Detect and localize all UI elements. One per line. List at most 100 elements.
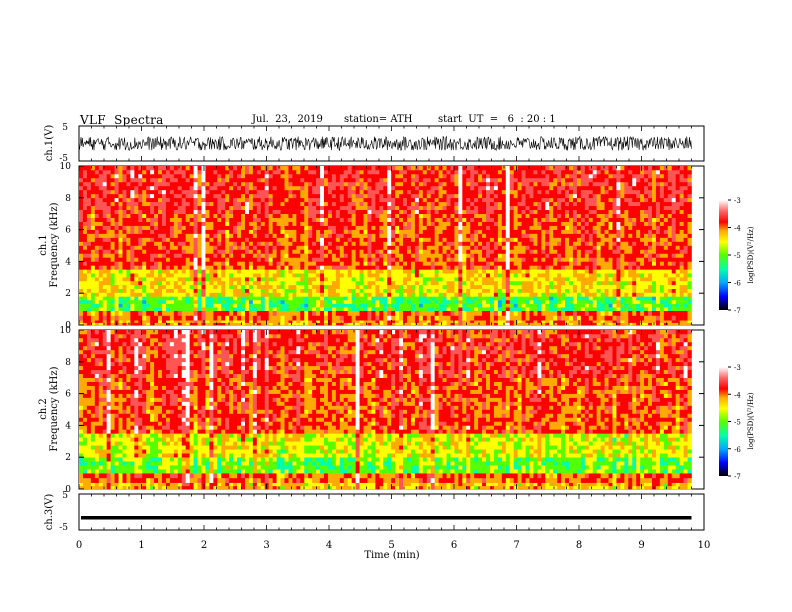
spectrogram-cell	[213, 233, 218, 238]
spectrogram-cell	[474, 310, 479, 316]
spectrogram-cell	[525, 205, 530, 211]
spectrogram-cell	[134, 288, 139, 293]
spectrogram-cell	[493, 253, 499, 258]
spectrogram-cell	[106, 217, 111, 222]
spectrogram-cell	[549, 253, 554, 258]
spectrogram-cell	[300, 221, 305, 226]
spectrogram-cell	[331, 310, 337, 316]
spectrogram-cell	[106, 277, 111, 282]
spectrogram-cell	[300, 288, 305, 293]
spectrogram-cell	[513, 261, 518, 266]
spectrogram-cell	[142, 197, 147, 203]
spectrogram-cell	[193, 273, 198, 278]
spectrogram-cell	[256, 253, 262, 258]
spectrogram-cell	[592, 284, 597, 289]
spectrogram-cell	[161, 284, 167, 289]
spectrogram-cell	[225, 257, 230, 262]
spectrogram-cell	[130, 229, 135, 234]
spectrogram-cell	[367, 213, 372, 218]
spectrogram-cell	[189, 277, 194, 282]
spectrogram-cell	[312, 237, 317, 242]
spectrogram-cell	[94, 249, 100, 254]
spectrogram-cell	[272, 225, 277, 230]
spectrogram-cell	[158, 241, 163, 246]
spectrogram-cell	[241, 284, 246, 289]
spectrogram-cell	[600, 265, 605, 270]
spectrogram-cell	[489, 288, 495, 293]
spectrogram-cell	[683, 261, 688, 266]
spectrogram-cell	[533, 277, 538, 282]
spectrogram-cell	[505, 322, 511, 326]
spectrogram-cell	[679, 292, 684, 297]
spectrogram-cell	[513, 303, 518, 308]
spectrogram-cell	[201, 225, 206, 230]
spectrogram-cell	[557, 280, 562, 286]
spectrogram-cell	[489, 205, 495, 211]
spectrogram-cell	[525, 237, 530, 242]
spectrogram-cell	[687, 296, 692, 301]
spectrogram-cell	[537, 233, 542, 238]
spectrogram-cell	[521, 229, 526, 234]
spectrogram-cell	[620, 201, 625, 207]
spectrogram-cell	[557, 315, 562, 321]
spectrogram-cell	[501, 265, 507, 270]
spectrogram-cell	[217, 284, 222, 289]
spectrogram-cell	[687, 241, 692, 246]
spectrogram-cell	[86, 225, 92, 230]
spectrogram-cell	[655, 303, 661, 308]
spectrogram-cell	[181, 280, 186, 286]
spectrogram-cell	[561, 241, 566, 246]
spectrogram-cell	[683, 296, 688, 301]
spectrogram-cell	[470, 233, 475, 238]
spectrogram-cell	[114, 201, 119, 207]
spectrogram-cell	[608, 269, 613, 274]
spectrogram-cell	[545, 273, 550, 278]
spectrogram-cell	[154, 280, 159, 286]
spectrogram-cell	[608, 322, 613, 326]
spectrogram-cell	[529, 322, 534, 326]
spectrogram-cell	[98, 257, 104, 262]
spectrogram-cell	[244, 229, 250, 234]
spectrogram-cell	[671, 233, 676, 238]
spectrogram-cell	[327, 217, 333, 222]
spectrogram-cell	[493, 205, 499, 211]
spectrogram-cell	[486, 322, 491, 326]
spectrogram-cell	[493, 288, 499, 293]
spectrogram-cell	[418, 315, 424, 321]
spectrogram-cell	[580, 201, 586, 207]
spectrogram-cell	[312, 229, 317, 234]
spectrogram-cell	[256, 241, 262, 246]
spectrogram-cell	[213, 320, 218, 323]
spectrogram-cell	[529, 209, 534, 214]
spectrogram-cell	[252, 237, 258, 242]
spectrogram-cell	[339, 265, 345, 270]
spectrogram-cell	[331, 201, 337, 207]
spectrogram-cell	[161, 322, 167, 326]
spectrogram-cell	[640, 292, 645, 297]
spectrogram-cell	[557, 229, 562, 234]
spectrogram-cell	[264, 205, 269, 211]
spectrogram-cell	[580, 299, 586, 304]
spectrogram-cell	[292, 292, 297, 297]
spectrogram-cell	[659, 277, 665, 282]
spectrogram-cell	[675, 205, 680, 211]
spectrogram-cell	[387, 299, 392, 304]
spectrogram-cell	[146, 237, 151, 242]
spectrogram-cell	[229, 201, 234, 207]
spectrogram-cell	[205, 257, 210, 262]
spectrogram-cell	[351, 307, 356, 311]
spectrogram-cell	[659, 269, 665, 274]
spectrogram-cell	[616, 213, 621, 218]
spectrogram-cell	[146, 221, 151, 226]
spectrogram-cell	[213, 273, 218, 278]
spectrogram-cell	[327, 201, 333, 207]
spectrogram-cell	[304, 229, 309, 234]
spectrogram-cell	[592, 241, 597, 246]
spectrogram-cell	[549, 296, 554, 301]
spectrogram-cell	[347, 257, 352, 262]
spectrogram-cell	[529, 221, 534, 226]
spectrogram-cell	[189, 221, 194, 226]
spectrogram-cell	[154, 292, 159, 297]
spectrogram-cell	[268, 241, 273, 246]
spectrogram-cell	[252, 265, 258, 270]
